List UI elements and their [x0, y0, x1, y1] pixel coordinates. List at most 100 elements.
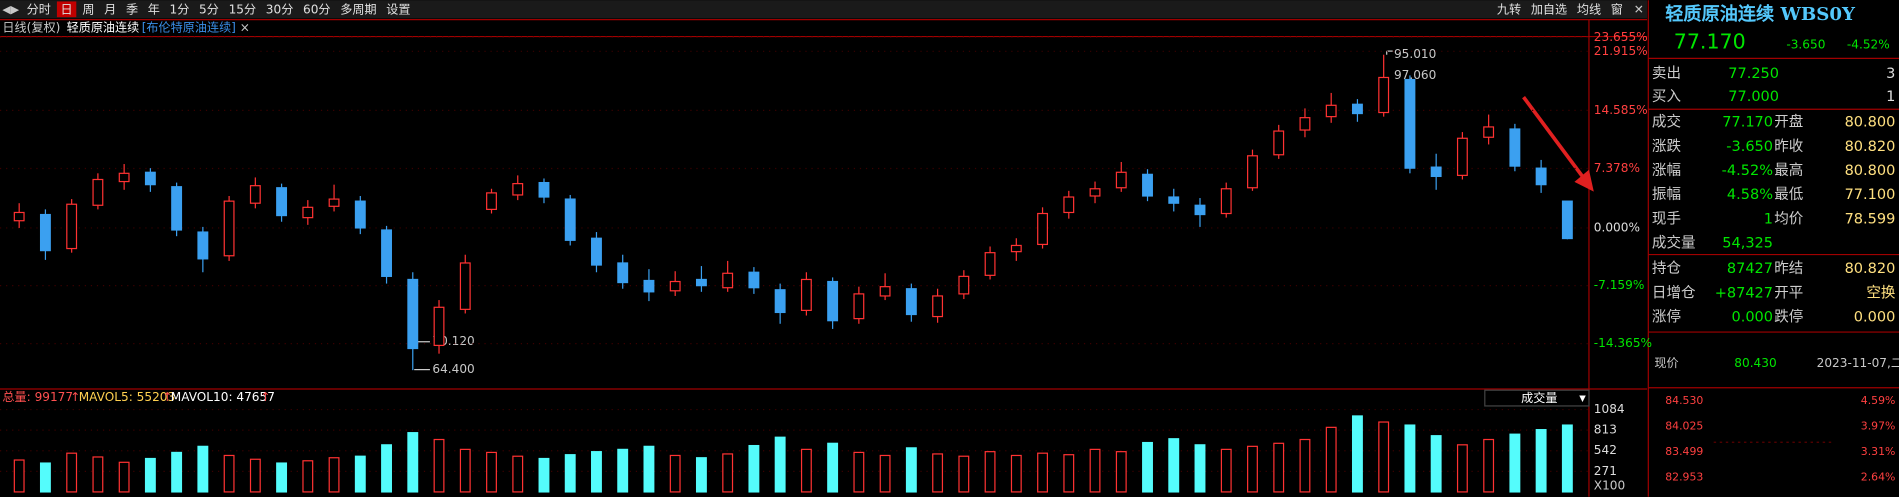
- volume-bar: [66, 452, 78, 493]
- volume-bar: [1325, 426, 1337, 493]
- tool-button[interactable]: 窗: [1611, 2, 1623, 16]
- volume-bar: [39, 462, 51, 493]
- tab[interactable]: 周: [82, 2, 94, 16]
- mini-pct: 3.97%: [1861, 420, 1896, 433]
- volume-bar: [459, 448, 471, 493]
- candle-body: [1299, 117, 1311, 131]
- candle-body: [512, 183, 524, 196]
- candle-body: [66, 203, 78, 250]
- y-tick-label: 7.378%: [1594, 161, 1640, 175]
- indicator-dropdown[interactable]: [1484, 389, 1590, 407]
- tab[interactable]: 设置: [386, 2, 410, 16]
- quote-title: 轻质原油连续 WBS0Y: [1665, 3, 1856, 25]
- label: 卖出: [1652, 65, 1681, 82]
- nav-arrows[interactable]: ◀▶: [2, 3, 19, 16]
- candle-body: [1010, 244, 1022, 253]
- volume: 1: [1886, 89, 1895, 105]
- value: 77.170: [1722, 115, 1773, 131]
- candle-body: [1037, 212, 1049, 246]
- label: 昨结: [1774, 260, 1803, 277]
- svg-text:↑: ↑: [162, 390, 172, 404]
- candle-body: [643, 279, 655, 293]
- candle-body: [13, 211, 25, 222]
- volume-bar: [1194, 444, 1206, 493]
- volume-bar: [92, 456, 104, 493]
- tab[interactable]: 分时: [27, 2, 51, 16]
- label: 涨幅: [1652, 162, 1681, 179]
- candle-body: [1063, 196, 1075, 214]
- tab[interactable]: 月: [104, 2, 116, 16]
- price: 77.250: [1728, 66, 1779, 82]
- tab[interactable]: 15分: [229, 2, 257, 16]
- compare-symbol[interactable]: [布伦特原油连续]: [142, 20, 236, 35]
- volume-bar: [617, 448, 629, 493]
- annotation: 64.400: [432, 362, 474, 376]
- candle-body: [328, 198, 340, 207]
- volume-bar: [1378, 421, 1390, 493]
- y-tick-label: 14.585%: [1594, 103, 1648, 117]
- candle-body: [171, 186, 183, 231]
- tab[interactable]: 30分: [266, 2, 294, 16]
- volume-bar: [827, 442, 839, 493]
- candle-body: [827, 280, 839, 322]
- current-date: 2023-11-07,二: [1817, 356, 1899, 370]
- tab[interactable]: 季: [126, 2, 138, 16]
- volume-bar: [695, 457, 707, 493]
- candle-body: [354, 200, 366, 229]
- value: 1: [1764, 211, 1773, 227]
- volume-bar: [354, 455, 366, 493]
- y-tick-label: 21.915%: [1594, 44, 1648, 58]
- value: 0.000: [1731, 310, 1773, 326]
- mini-price: 82.953: [1665, 470, 1703, 483]
- candle-body: [1509, 128, 1521, 167]
- candle-body: [1220, 188, 1232, 215]
- candle-body: [1325, 104, 1337, 118]
- candle-body: [748, 271, 760, 289]
- label: 现手: [1652, 210, 1681, 227]
- value: 54,325: [1722, 236, 1773, 252]
- candle-body: [486, 192, 497, 210]
- volume-bar: [643, 445, 655, 493]
- tab[interactable]: 多周期: [340, 2, 376, 16]
- candle-body: [381, 229, 392, 277]
- candle-body: [1535, 167, 1547, 186]
- tab[interactable]: 日: [61, 2, 73, 16]
- tab[interactable]: 年: [148, 2, 160, 16]
- tab[interactable]: 5分: [199, 2, 219, 16]
- volume-bar: [669, 454, 681, 493]
- label: 最低: [1774, 186, 1804, 203]
- y-tick-label: 1084: [1594, 402, 1625, 416]
- tab[interactable]: 60分: [303, 2, 331, 16]
- candle-body: [276, 187, 288, 217]
- arrow-head: [1574, 169, 1594, 192]
- mini-price: 83.499: [1665, 445, 1703, 458]
- volume-bar: [433, 438, 445, 493]
- annotation: 95.010: [1394, 47, 1436, 61]
- label: 持仓: [1652, 260, 1682, 277]
- volume-bar: [118, 461, 130, 493]
- value: 80.800: [1845, 163, 1896, 179]
- candle-body: [1430, 166, 1442, 178]
- tab[interactable]: 1分: [170, 2, 190, 16]
- value: -4.52%: [1722, 163, 1773, 179]
- volume-bar: [1351, 415, 1363, 493]
- candle-body: [249, 185, 261, 204]
- arrow: [1522, 96, 1588, 183]
- candle-body: [722, 272, 734, 289]
- mini-price: 84.025: [1665, 420, 1703, 433]
- close-compare[interactable]: ×: [240, 21, 250, 35]
- volume-bar: [564, 454, 576, 493]
- volume-bar: [538, 457, 550, 493]
- volume-bar: [1483, 438, 1495, 493]
- volume-bar: [1535, 429, 1547, 493]
- tool-button[interactable]: 加自选: [1531, 2, 1567, 16]
- tool-button[interactable]: 九转: [1497, 1, 1521, 16]
- y-tick-label: 23.655%: [1594, 30, 1648, 44]
- volume-bar: [276, 462, 288, 493]
- close-icon[interactable]: ✕: [1634, 2, 1644, 16]
- candle-body: [958, 275, 970, 295]
- tool-button[interactable]: 均线: [1577, 2, 1601, 16]
- y-tick-label: -14.365%: [1594, 336, 1652, 350]
- volume-total: 总量: 99177: [2, 390, 73, 404]
